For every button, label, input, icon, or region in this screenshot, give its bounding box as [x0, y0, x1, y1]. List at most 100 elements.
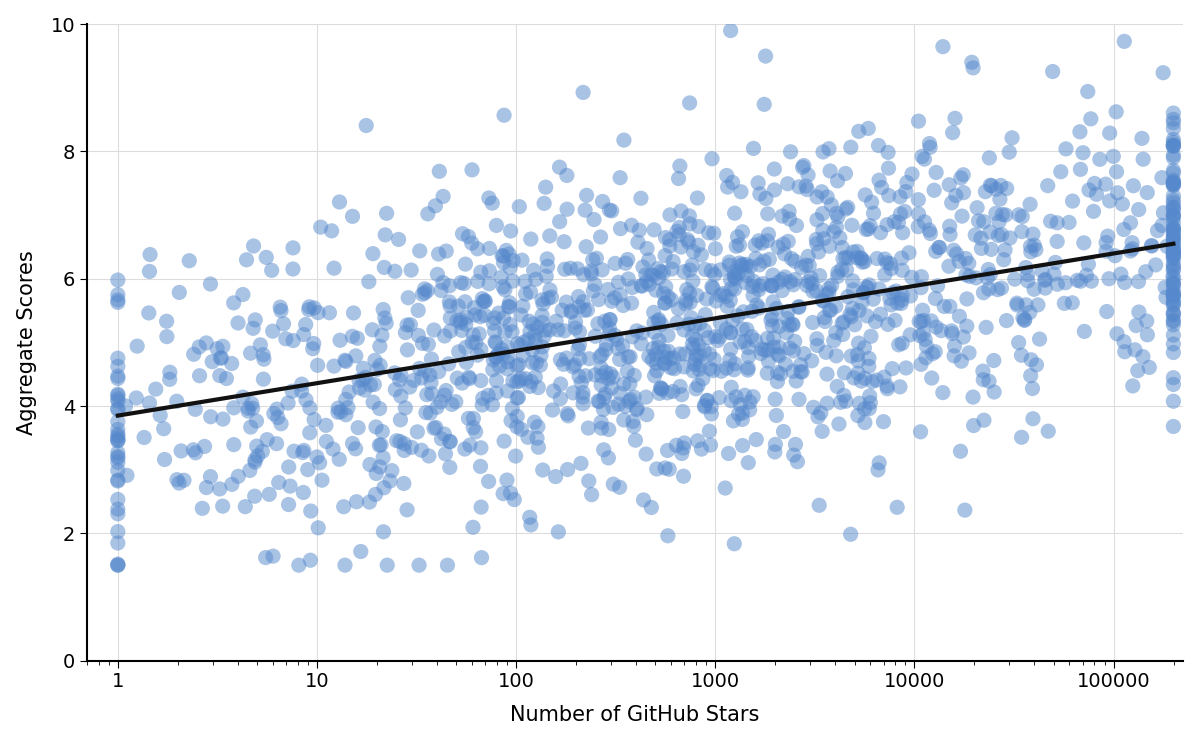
- Point: [656, 232, 676, 243]
- Point: [140, 266, 160, 278]
- Point: [1085, 177, 1104, 189]
- Point: [1164, 177, 1183, 189]
- Point: [624, 391, 643, 403]
- Point: [434, 389, 454, 401]
- Point: [172, 445, 191, 457]
- Point: [893, 264, 912, 276]
- Point: [395, 438, 414, 450]
- Point: [523, 318, 542, 330]
- Point: [716, 362, 736, 374]
- Point: [774, 426, 793, 438]
- Point: [241, 421, 260, 433]
- Point: [521, 326, 540, 338]
- Point: [886, 315, 905, 326]
- Point: [798, 251, 817, 263]
- Point: [1164, 204, 1183, 216]
- Point: [889, 217, 908, 229]
- Point: [324, 443, 343, 455]
- Point: [395, 444, 414, 456]
- Point: [828, 270, 847, 282]
- Point: [1136, 266, 1156, 278]
- Point: [256, 551, 275, 563]
- Point: [430, 366, 449, 378]
- Point: [760, 254, 779, 266]
- Point: [197, 337, 216, 349]
- Point: [521, 519, 540, 531]
- Point: [604, 371, 623, 383]
- Point: [611, 223, 630, 234]
- Point: [640, 278, 659, 290]
- Point: [726, 273, 745, 285]
- Point: [241, 347, 260, 359]
- Point: [1073, 147, 1092, 159]
- Point: [592, 370, 611, 382]
- Point: [271, 305, 290, 317]
- Point: [574, 296, 593, 308]
- Point: [786, 375, 805, 387]
- Point: [690, 359, 709, 371]
- Point: [672, 389, 691, 401]
- Point: [1115, 277, 1134, 289]
- Point: [870, 174, 889, 186]
- Point: [174, 474, 193, 486]
- Point: [716, 324, 736, 335]
- Point: [503, 275, 522, 287]
- Point: [516, 372, 535, 384]
- Point: [721, 381, 740, 393]
- Point: [859, 223, 878, 234]
- Point: [655, 358, 674, 370]
- Point: [750, 302, 769, 314]
- Point: [1164, 177, 1183, 188]
- Point: [586, 369, 605, 381]
- Point: [398, 292, 418, 303]
- Point: [841, 350, 860, 362]
- Point: [754, 278, 773, 289]
- Point: [830, 232, 850, 244]
- Point: [616, 401, 635, 413]
- Point: [820, 283, 839, 295]
- Point: [503, 375, 522, 387]
- Point: [558, 408, 577, 420]
- Point: [1081, 275, 1100, 287]
- Point: [659, 291, 678, 303]
- Point: [828, 175, 847, 187]
- Point: [684, 342, 703, 354]
- Point: [108, 352, 127, 364]
- Point: [941, 229, 960, 240]
- Point: [500, 318, 520, 330]
- Point: [514, 301, 533, 312]
- Point: [836, 264, 856, 276]
- Point: [854, 403, 874, 415]
- Point: [599, 283, 618, 295]
- Point: [169, 477, 188, 489]
- Point: [304, 338, 323, 349]
- Point: [301, 554, 320, 566]
- Point: [190, 341, 209, 353]
- Point: [590, 231, 610, 243]
- Point: [1164, 289, 1183, 301]
- Point: [108, 393, 127, 404]
- Point: [1164, 347, 1183, 358]
- Point: [728, 231, 748, 243]
- Point: [757, 234, 776, 246]
- Point: [827, 208, 846, 220]
- Point: [376, 229, 395, 241]
- Point: [940, 220, 959, 232]
- Point: [721, 24, 740, 36]
- Point: [613, 340, 632, 352]
- Point: [493, 487, 512, 499]
- Point: [859, 122, 878, 134]
- Point: [644, 370, 664, 381]
- Point: [680, 264, 700, 276]
- Point: [871, 227, 890, 239]
- Point: [1002, 132, 1021, 144]
- Point: [229, 470, 248, 482]
- Point: [610, 353, 629, 365]
- Point: [611, 387, 630, 399]
- Point: [604, 478, 623, 490]
- Point: [809, 411, 828, 423]
- Point: [840, 309, 859, 321]
- Point: [790, 301, 809, 313]
- Point: [836, 203, 856, 215]
- Point: [1164, 232, 1183, 243]
